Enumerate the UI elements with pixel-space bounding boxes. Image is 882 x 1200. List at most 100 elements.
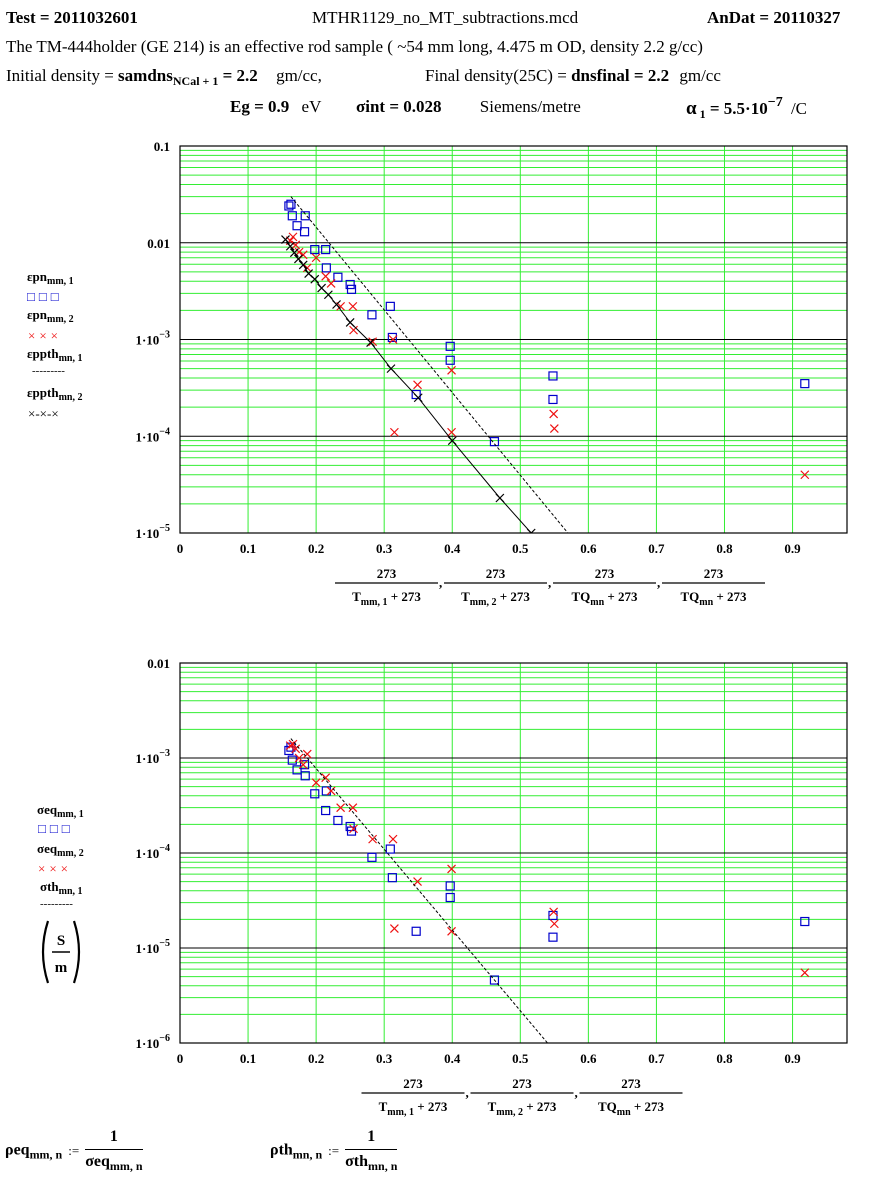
data-point-square (367, 310, 377, 320)
x-label-den-tail: + 273 (523, 1099, 557, 1114)
y-tick-exp: −4 (159, 426, 170, 437)
eg-unit: eV (301, 97, 322, 116)
data-point-square (387, 873, 397, 883)
rho-eq-sub: mm, n (29, 1147, 63, 1162)
legend2-s2-name: σeq (37, 841, 58, 856)
data-point-x-stroke (495, 493, 505, 503)
y-tick-base: 1·10 (135, 1036, 159, 1051)
initial-density-sub: NCal + 1 (172, 74, 219, 88)
alpha-label: α (686, 98, 697, 119)
x-axis-label: 273 Tmm, 1 + 273, 273 Tmm, 2 + 273, 273 TQmn … (361, 1076, 683, 1118)
legend1-s2-sub: mm, 2 (47, 314, 74, 325)
legend1-s1-marks: □□□ (27, 289, 63, 304)
data-point-x-stroke (323, 290, 333, 300)
data-point-x (326, 278, 336, 288)
data-point-x-stroke (291, 240, 301, 250)
chart-2-grid (179, 662, 847, 1044)
x-tick-label: 0.7 (648, 541, 665, 556)
data-point-square (333, 815, 343, 826)
data-point-x (294, 753, 304, 763)
y-tick-label: 1·10−3 (135, 330, 170, 348)
data-point-x-stroke (302, 749, 312, 759)
test-id: Test = 2011032601 (6, 8, 138, 27)
x-label-den-tail: + 273 (496, 589, 530, 604)
final-density-label: Final density(25C) = (425, 66, 572, 85)
rho-eq-den-var: σeq (85, 1153, 110, 1170)
series-4 (281, 235, 536, 533)
y-tick-base: 1·10 (135, 941, 159, 956)
legend1-s4-sub: mn, 2 (58, 392, 83, 403)
x-label-den-var: T (488, 1099, 497, 1114)
legend2-s3-marks: --------- (40, 898, 73, 910)
x-label-comma: , (466, 1085, 469, 1100)
y-tick-label: 0.1 (154, 139, 170, 154)
data-point-x-stroke (368, 337, 378, 347)
data-point-x-stroke (317, 283, 326, 293)
x-label-comma: , (439, 575, 442, 590)
data-point-x-stroke (289, 248, 299, 258)
data-point-square (284, 201, 294, 211)
y-tick-base: 1·10 (135, 429, 159, 444)
rho-eq-lhs: ρeq (5, 1141, 30, 1159)
x-tick-label: 0.6 (580, 541, 597, 556)
data-point-square (292, 221, 302, 231)
legend2-series1: σeqmm, 1 (37, 802, 84, 820)
x-label-numerator: 273 (486, 566, 506, 581)
alpha-value: = 5.5·10 (705, 99, 768, 118)
data-point-x-stroke (288, 739, 298, 749)
legend1-series3: εppthmn, 1 (27, 346, 82, 364)
y-tick-exp: −5 (159, 938, 170, 949)
data-point-square (385, 301, 395, 311)
data-point-x-stroke (345, 318, 355, 327)
rho-th-definition: ρthmn, n := 1 σthmn, n (270, 1128, 398, 1174)
y-tick-label: 1·10−3 (135, 748, 170, 766)
x-label-denominator: Tmm, 2 + 273 (461, 589, 530, 608)
y-tick-base: 0.01 (147, 236, 170, 251)
data-point-x (800, 968, 810, 978)
legend2-s2-sub: mm, 2 (57, 848, 84, 859)
data-point-x-stroke (389, 924, 399, 934)
legend1-series4: εppthmn, 2 (27, 385, 82, 403)
x-label-denominator: TQmn + 273 (571, 589, 638, 608)
sigma-unit: Siemens/metre (479, 97, 581, 116)
data-point-square (387, 332, 397, 343)
data-point-x (349, 325, 358, 335)
x-label-den-var: T (352, 589, 361, 604)
band-gap: Eg = 0.9 eV (230, 97, 321, 117)
x-tick-label: 0.5 (512, 1051, 529, 1066)
data-point-square (300, 211, 310, 221)
legend1-series2: εpnmm, 2 (27, 307, 74, 325)
data-point-square (411, 389, 421, 400)
x-label-den-tail: + 273 (713, 589, 747, 604)
x-label-den-tail: + 273 (387, 589, 421, 604)
data-point-square (299, 760, 310, 770)
data-point-x (302, 749, 312, 759)
data-point-square (548, 371, 558, 381)
data-point-x-stroke (285, 241, 295, 251)
initial-density-var: samdns (118, 66, 173, 85)
data-point-x (298, 260, 308, 270)
y-tick-base: 1·10 (135, 333, 159, 348)
chart-1-grid (179, 145, 847, 534)
data-point-x (549, 907, 559, 917)
data-point-x (311, 778, 321, 788)
x-label-denominator: Tmm, 1 + 273 (352, 589, 421, 608)
initial-density-unit: gm/cc, (276, 66, 322, 85)
data-point-x (285, 241, 295, 251)
y-tick-base: 1·10 (135, 751, 159, 766)
final-density-value: = 2.2 (629, 66, 670, 85)
data-point-x (447, 926, 456, 936)
x-tick-label: 0 (177, 1051, 184, 1066)
data-point-square (286, 742, 296, 752)
rho-th-den-sub: mn, n (368, 1159, 398, 1173)
y-tick-exp: −3 (159, 748, 170, 759)
data-point-x-stroke (389, 427, 399, 437)
data-point-x (285, 741, 295, 751)
x-tick-label: 0.5 (512, 541, 529, 556)
x-label-den-tail: + 273 (631, 1099, 665, 1114)
sigma-label: σint = 0.028 (356, 97, 442, 116)
data-point-square (548, 932, 558, 942)
rho-eq-num: 1 (85, 1128, 143, 1150)
x-tick-label: 0.9 (784, 541, 801, 556)
left-paren (41, 920, 50, 984)
